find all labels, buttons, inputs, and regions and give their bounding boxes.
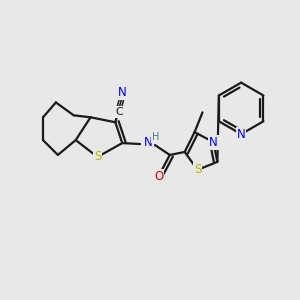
Text: C: C — [115, 107, 123, 117]
Text: S: S — [194, 163, 201, 176]
Text: N: N — [237, 128, 245, 141]
Text: N: N — [209, 136, 218, 148]
Text: N: N — [118, 86, 126, 99]
Text: H: H — [152, 132, 160, 142]
Text: O: O — [154, 170, 164, 183]
Text: N: N — [144, 136, 152, 148]
Text: S: S — [94, 150, 101, 164]
